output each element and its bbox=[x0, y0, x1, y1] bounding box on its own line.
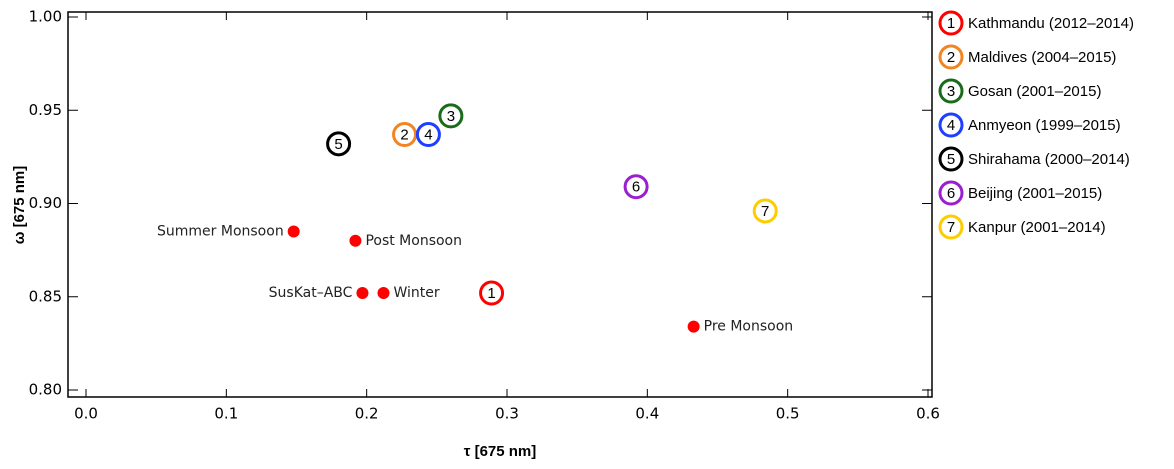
legend-label: Beijing (2001–2015) bbox=[968, 185, 1102, 202]
x-tick-label: 0.0 bbox=[74, 405, 98, 423]
y-tick-label: 0.90 bbox=[29, 194, 62, 212]
site-marker-label: 2 bbox=[400, 126, 408, 143]
x-tick-label: 0.3 bbox=[495, 405, 519, 423]
legend-marker bbox=[938, 146, 964, 172]
legend-marker-label: 4 bbox=[947, 117, 955, 134]
legend-marker-label: 6 bbox=[947, 185, 955, 202]
site-marker-label: 4 bbox=[424, 126, 432, 143]
point-label: Winter bbox=[394, 285, 440, 301]
x-tick-label: 0.4 bbox=[635, 405, 659, 423]
site-marker-label: 6 bbox=[632, 179, 640, 196]
legend-label: Gosan (2001–2015) bbox=[968, 83, 1101, 100]
point bbox=[287, 225, 300, 238]
site-marker-label: 3 bbox=[447, 108, 455, 125]
site-marker-label: 5 bbox=[334, 136, 342, 153]
legend-marker bbox=[938, 78, 964, 104]
point bbox=[377, 287, 390, 300]
legend-marker-label: 3 bbox=[947, 83, 955, 100]
point-label: Post Monsoon bbox=[365, 233, 462, 249]
legend-marker-label: 5 bbox=[947, 151, 955, 168]
legend-marker bbox=[938, 44, 964, 70]
site-marker-label: 1 bbox=[487, 285, 495, 302]
site-marker bbox=[415, 121, 441, 147]
y-tick-label: 0.85 bbox=[29, 287, 62, 305]
site-marker bbox=[479, 280, 505, 306]
y-tick-label: 1.00 bbox=[29, 8, 62, 26]
site-marker bbox=[392, 121, 418, 147]
point-label: SusKat–ABC bbox=[269, 285, 353, 301]
site-marker bbox=[752, 198, 778, 224]
x-tick-label: 0.1 bbox=[214, 405, 238, 423]
site-marker bbox=[326, 131, 352, 157]
legend-label: Shirahama (2000–2014) bbox=[968, 151, 1130, 168]
point bbox=[349, 234, 362, 247]
site-marker bbox=[623, 174, 649, 200]
plot-frame bbox=[67, 11, 933, 398]
legend-marker bbox=[938, 180, 964, 206]
x-tick-label: 0.5 bbox=[776, 405, 800, 423]
legend-marker bbox=[938, 214, 964, 240]
legend-label: Kanpur (2001–2014) bbox=[968, 219, 1106, 236]
legend-marker-label: 1 bbox=[947, 15, 955, 32]
legend-label: Maldives (2004–2015) bbox=[968, 49, 1116, 66]
point bbox=[687, 320, 700, 333]
legend-label: Kathmandu (2012–2014) bbox=[968, 15, 1134, 32]
y-axis-title: ω [675 nm] bbox=[11, 166, 28, 245]
y-tick-label: 0.95 bbox=[29, 101, 62, 119]
point-label: Summer Monsoon bbox=[157, 223, 284, 239]
site-marker-label: 7 bbox=[761, 203, 769, 220]
point-label: Pre Monsoon bbox=[704, 319, 794, 335]
x-tick-label: 0.6 bbox=[916, 405, 940, 423]
x-tick-label: 0.2 bbox=[355, 405, 379, 423]
point bbox=[356, 287, 369, 300]
legend-marker-label: 7 bbox=[947, 219, 955, 236]
legend-marker bbox=[938, 112, 964, 138]
legend-marker bbox=[938, 10, 964, 36]
legend-label: Anmyeon (1999–2015) bbox=[968, 117, 1121, 134]
site-marker bbox=[438, 103, 464, 129]
legend-marker-label: 2 bbox=[947, 49, 955, 66]
y-tick-label: 0.80 bbox=[29, 381, 62, 399]
x-axis-title: τ [675 nm] bbox=[464, 443, 537, 460]
